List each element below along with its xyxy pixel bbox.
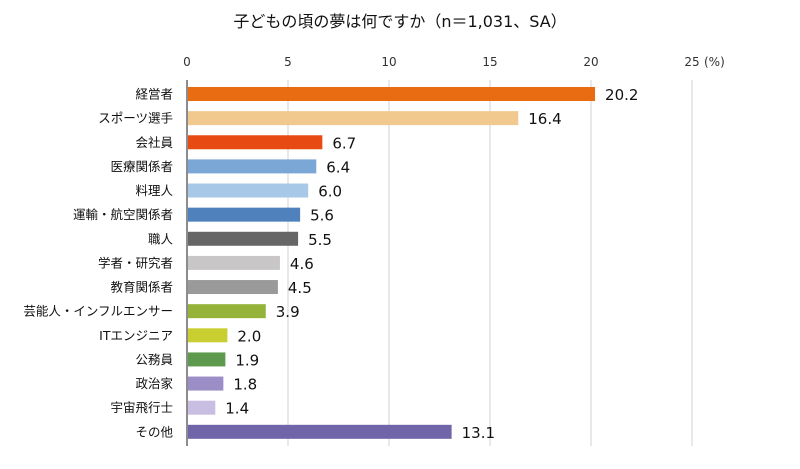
chart-title: 子どもの頃の夢は何ですか（n＝1,031、SA） (233, 12, 567, 31)
value-label: 2.0 (237, 327, 261, 345)
value-label: 1.8 (233, 376, 257, 394)
bar (188, 255, 280, 270)
value-label: 6.0 (318, 183, 342, 201)
bar (188, 183, 309, 198)
value-label: 4.5 (288, 279, 312, 297)
value-label: 20.2 (605, 86, 638, 104)
x-tick-label: 15 (482, 55, 497, 69)
value-label: 6.4 (326, 158, 350, 176)
category-label: 運輸・航空関係者 (73, 207, 173, 222)
bar (188, 87, 596, 101)
category-label: ITエンジニア (99, 328, 173, 343)
bar (188, 111, 519, 126)
bar (188, 159, 317, 174)
value-label: 4.6 (290, 255, 314, 273)
value-label: 5.6 (310, 207, 334, 225)
category-label: 公務員 (135, 352, 173, 367)
category-label: 教育関係者 (110, 280, 173, 295)
bar (188, 376, 224, 391)
x-tick-label: 25 (684, 55, 699, 69)
x-tick-label: 5 (284, 55, 292, 69)
value-label: 6.7 (332, 134, 356, 152)
bar (188, 328, 228, 343)
bar (188, 424, 452, 439)
category-label: 芸能人・インフルエンサー (23, 304, 173, 319)
category-label: スポーツ選手 (98, 111, 173, 126)
bar (188, 207, 301, 222)
bar (188, 231, 299, 246)
category-label: 政治家 (135, 376, 173, 391)
value-label: 5.5 (308, 231, 332, 249)
category-label: 職人 (148, 231, 174, 246)
bar (188, 352, 226, 367)
bar (188, 400, 216, 415)
category-label: 医療関係者 (110, 159, 173, 174)
x-tick-label: 0 (183, 55, 191, 69)
bar (188, 280, 278, 295)
x-tick-label: 20 (583, 55, 598, 69)
category-label: 学者・研究者 (98, 255, 173, 270)
category-label: 会社員 (135, 135, 173, 150)
value-label: 16.4 (528, 110, 561, 128)
category-label: 宇宙飛行士 (110, 400, 173, 415)
category-label: その他 (135, 424, 173, 439)
value-label: 1.9 (235, 351, 259, 369)
bar (188, 135, 323, 150)
value-label: 1.4 (225, 400, 249, 418)
value-label: 3.9 (276, 303, 300, 321)
value-label: 13.1 (462, 424, 495, 442)
category-label: 経営者 (135, 87, 173, 102)
bar (188, 304, 266, 319)
x-tick-label: 10 (381, 55, 396, 69)
x-unit-label: (%) (704, 55, 725, 69)
category-label: 料理人 (135, 183, 173, 198)
